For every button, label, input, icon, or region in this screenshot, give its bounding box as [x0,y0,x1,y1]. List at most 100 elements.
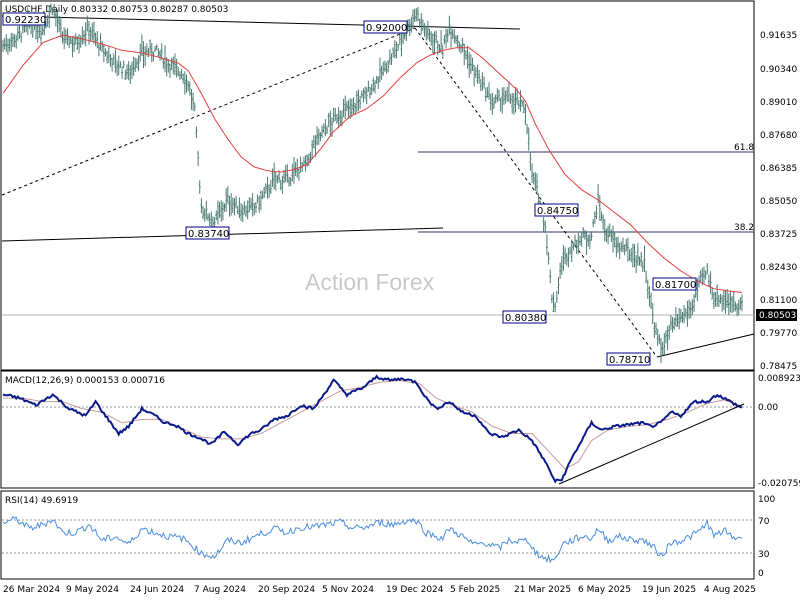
price-bar [641,260,644,272]
price-bar [661,341,664,355]
price-bar [279,179,282,191]
price-bar [517,99,520,110]
price-bar [3,37,6,50]
price-bar [288,176,291,187]
price-y-axis: 0.91635 0.90340 0.89010 0.87680 0.86385 … [760,31,797,372]
label-box [363,20,408,34]
y-tick: 0.78475 [760,362,797,372]
price-bar [185,74,188,93]
price-bar [334,107,337,121]
price-bar [137,55,140,72]
price-bar [91,22,94,41]
price-bar [8,38,11,52]
label-box [534,203,579,217]
x-tick: 5 Feb 2025 [450,585,500,595]
macd-y-axis: 0.008923 0.00 -0.020759 [758,374,800,489]
price-bar [18,25,21,39]
price-bar [524,104,527,126]
price-bar [666,326,669,351]
price-bar [94,32,97,47]
price-bar [365,87,368,105]
price-bar [440,30,443,54]
price-bar [246,200,249,220]
price-bar [459,44,462,54]
price-bar [162,58,165,69]
price-bar [732,291,735,313]
price-bar [592,219,595,228]
price-bar [207,213,210,222]
price-bar [702,266,705,284]
price-bar [737,299,740,316]
price-bar [370,84,373,95]
price-bar [364,86,367,100]
price-bar [474,67,477,79]
price-bar [722,289,725,310]
price-bar [355,90,358,113]
label-0-81700: 0.81700 [655,280,696,291]
price-bar [208,213,211,226]
price-bar [415,8,418,22]
price-bar [430,31,433,46]
price-bar [342,98,345,117]
price-bar [655,322,658,335]
price-bar [458,41,461,52]
price-bar [714,291,717,307]
price-bar [420,12,423,35]
price-bar [200,198,203,214]
price-bar [354,103,357,115]
label-box [652,277,697,291]
price-bar [613,231,616,248]
price-bar [378,57,381,83]
price-bar [89,27,92,42]
price-bar [116,60,119,77]
price-bar [701,267,704,286]
price-bar [345,101,348,112]
price-bar [453,29,456,44]
price-bar [54,11,57,27]
price-bar [580,231,583,247]
price-bar [339,110,342,126]
price-bar [390,53,393,65]
price-bar [369,87,372,99]
y-tick: 0.83725 [760,230,797,240]
x-tick: 6 May 2025 [578,585,631,595]
price-bar [582,227,585,238]
low-label-0-83740: 0.83740 [188,229,229,240]
price-bar [496,88,499,103]
price-bar [446,29,449,43]
rsi-panel-frame [0,490,755,580]
price-bar [92,21,95,44]
price-bar [144,46,147,67]
price-bar [621,237,624,253]
price-bar [40,23,43,45]
price-bar [130,61,133,80]
price-bar [739,297,742,310]
price-bar [276,175,279,184]
price-bar [221,201,224,221]
price-bar [233,197,236,216]
price-bar [68,36,71,49]
upper-trendline [1,15,521,30]
fib-61-8-label: 61.8 [734,143,754,153]
price-bar [741,294,743,312]
price-bar [109,53,112,67]
price-bar [291,163,294,182]
price-bar [53,3,56,19]
price-bar [483,76,486,89]
y-tick: 0.79770 [760,329,797,339]
price-bar [6,38,9,55]
price-bar [79,35,82,48]
price-bar [721,295,724,312]
price-panel-frame [0,0,755,371]
price-bar [69,36,72,45]
price-bar [448,15,451,35]
price-bar [600,211,603,221]
price-bar [259,190,262,210]
price-bar [577,232,580,254]
price-bar [559,262,562,279]
price-bar [289,177,292,187]
rsi-tick: 100 [758,495,775,505]
price-bar [190,89,193,110]
price-bar [646,279,649,299]
